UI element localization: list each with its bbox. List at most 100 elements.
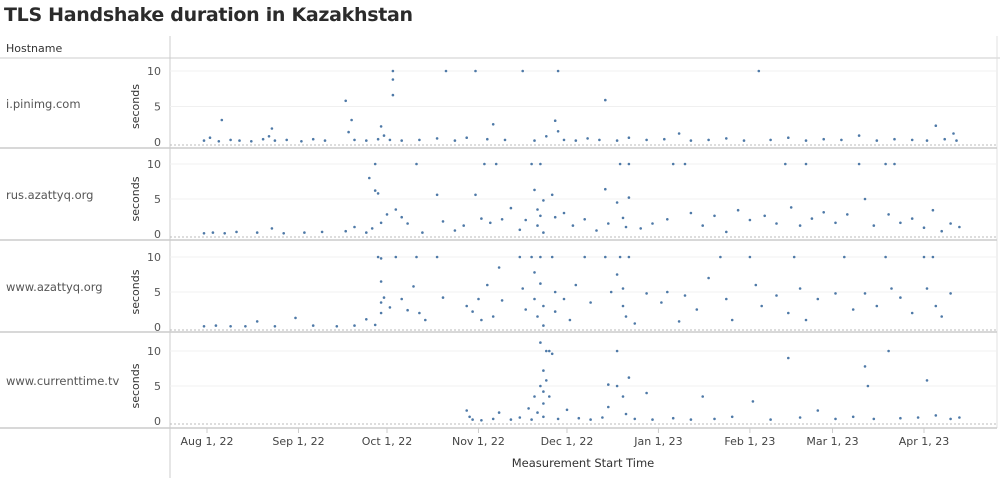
data-point — [784, 162, 787, 166]
hostname-label: i.pinimg.com — [6, 97, 81, 111]
data-point — [400, 215, 404, 219]
data-point — [910, 311, 914, 315]
data-point — [261, 137, 265, 141]
data-point — [486, 283, 489, 287]
data-point — [615, 349, 619, 353]
data-point — [621, 287, 625, 290]
data-point — [533, 188, 536, 192]
data-point — [509, 206, 513, 210]
data-point — [627, 255, 631, 259]
data-point — [866, 384, 870, 388]
data-point — [503, 138, 507, 142]
data-point — [725, 297, 728, 301]
data-point — [376, 255, 380, 259]
data-point — [550, 193, 554, 197]
data-point — [344, 229, 348, 233]
data-point — [607, 405, 610, 409]
data-point — [663, 137, 666, 141]
data-point — [804, 162, 808, 166]
y-tick-label: 10 — [147, 251, 161, 264]
data-point — [539, 255, 542, 259]
data-point — [518, 228, 522, 232]
data-point — [763, 214, 766, 218]
data-point — [775, 294, 778, 297]
data-point — [677, 320, 681, 323]
data-point — [379, 221, 383, 225]
data-point — [574, 139, 578, 142]
data-point — [604, 187, 607, 191]
data-point — [701, 395, 704, 398]
data-point — [645, 138, 648, 142]
data-point — [822, 211, 825, 214]
y-axis-label: seconds — [129, 176, 142, 221]
data-point — [415, 255, 418, 259]
y-tick-label: 5 — [154, 380, 161, 393]
data-point — [940, 229, 943, 233]
data-point — [840, 138, 843, 142]
data-point — [952, 132, 955, 135]
data-point — [568, 318, 572, 322]
data-point — [365, 318, 368, 321]
data-point — [400, 297, 404, 301]
data-point — [683, 162, 687, 166]
data-point — [607, 222, 610, 225]
data-point — [934, 124, 938, 127]
data-point — [347, 130, 350, 134]
data-point — [536, 315, 539, 318]
data-point — [370, 227, 374, 230]
data-point — [323, 139, 327, 142]
data-point — [494, 162, 498, 166]
data-point — [542, 304, 545, 308]
data-point — [542, 402, 545, 405]
data-point — [748, 255, 752, 259]
data-point — [365, 231, 368, 234]
data-point — [229, 138, 232, 142]
data-point — [208, 136, 212, 139]
data-point — [273, 139, 277, 142]
data-point — [379, 257, 383, 260]
data-point — [388, 306, 392, 309]
data-point — [857, 162, 861, 166]
data-point — [412, 285, 415, 288]
data-point — [267, 135, 271, 138]
data-point — [633, 417, 637, 421]
data-point — [320, 230, 324, 234]
data-point — [760, 304, 763, 308]
data-point — [415, 162, 418, 166]
data-point — [202, 139, 206, 142]
x-tick-label: Dec 1, 22 — [541, 435, 594, 448]
data-point — [754, 283, 758, 287]
data-point — [480, 318, 483, 322]
data-point — [934, 304, 938, 308]
data-point — [604, 255, 607, 259]
data-point — [615, 139, 619, 142]
facet-header: Hostname — [6, 42, 62, 55]
data-point — [571, 224, 575, 227]
data-point — [533, 271, 536, 274]
data-point — [725, 137, 728, 140]
data-point — [748, 218, 752, 222]
data-point — [775, 222, 778, 225]
data-point — [958, 416, 961, 419]
data-point — [468, 415, 471, 419]
y-tick-label: 0 — [154, 136, 161, 149]
data-point — [533, 297, 536, 301]
data-point — [798, 416, 802, 419]
data-point — [373, 162, 377, 166]
data-point — [713, 214, 716, 218]
data-point — [671, 162, 675, 166]
data-point — [556, 69, 560, 73]
data-point — [931, 255, 935, 259]
data-point — [899, 296, 902, 299]
data-point — [421, 231, 424, 234]
data-point — [922, 255, 926, 259]
data-point — [958, 225, 961, 229]
data-point — [250, 140, 253, 143]
data-point — [730, 318, 734, 322]
data-point — [872, 224, 876, 227]
data-point — [553, 119, 557, 122]
data-point — [530, 162, 533, 166]
data-point — [556, 130, 560, 133]
data-point — [689, 418, 693, 421]
